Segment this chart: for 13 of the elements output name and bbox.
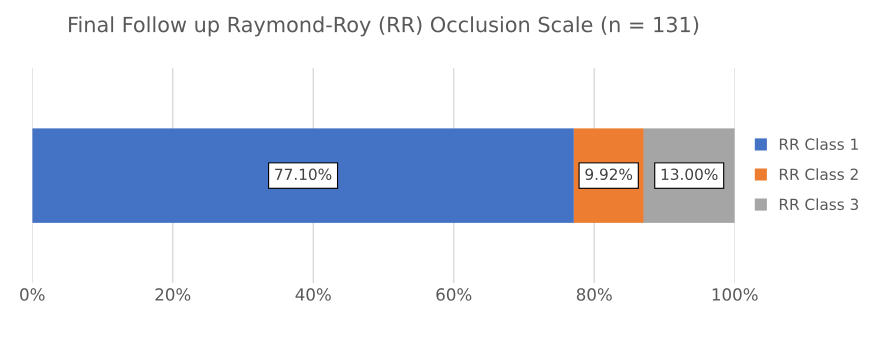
legend-label: RR Class 2 xyxy=(780,168,858,180)
data-label: 9.92% xyxy=(585,168,632,180)
legend-label: RR Class 1 xyxy=(780,138,858,150)
data-label: 77.10% xyxy=(275,168,332,180)
x-tick-label: 80% xyxy=(576,288,612,301)
legend-label: RR Class 3 xyxy=(780,198,858,210)
chart-title: Final Follow up Raymond-Roy (RR) Occlusion Scale (n = 131) xyxy=(69,16,698,36)
x-tick-label: 0% xyxy=(20,288,45,301)
x-tick-label: 20% xyxy=(155,288,190,301)
data-label: 13.00% xyxy=(662,168,718,180)
x-tick-label: 100% xyxy=(712,288,758,301)
x-tick-label: 60% xyxy=(436,288,472,301)
x-tick-label: 40% xyxy=(296,288,331,301)
